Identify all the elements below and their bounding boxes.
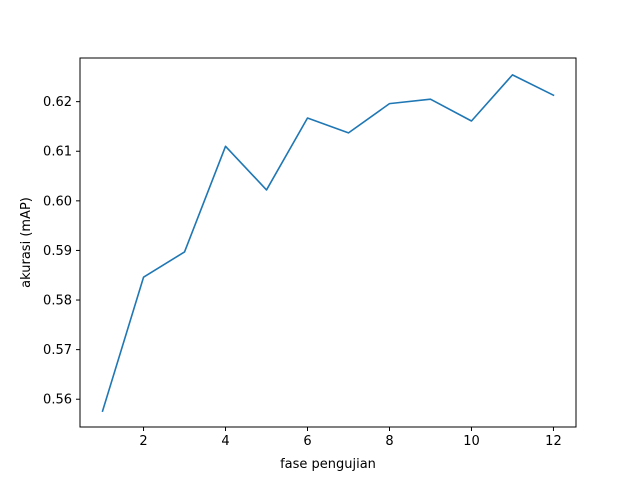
- y-tick-label: 0.58: [43, 294, 72, 309]
- x-tick-label: 10: [463, 434, 480, 449]
- x-tick-label: 4: [221, 434, 229, 449]
- y-axis: 0.56 0.57 0.58 0.59 0.60 0.61 0.62: [43, 95, 80, 408]
- x-tick-label: 8: [385, 434, 393, 449]
- x-tick-label: 12: [545, 434, 562, 449]
- x-axis: 2 4 6 8 10 12: [139, 427, 562, 449]
- y-tick-label: 0.56: [43, 393, 72, 408]
- plot-frame: [79, 57, 577, 428]
- x-tick-label: 6: [303, 434, 311, 449]
- y-tick-label: 0.57: [43, 343, 72, 358]
- x-tick-label: 2: [139, 434, 147, 449]
- y-tick-label: 0.59: [43, 244, 72, 259]
- series-line: [101, 74, 555, 413]
- series-layer: [101, 74, 555, 413]
- x-axis-label: fase pengujian: [280, 457, 376, 472]
- y-tick-label: 0.60: [43, 194, 72, 209]
- y-axis-label: akurasi (mAP): [19, 197, 34, 288]
- y-tick-label: 0.61: [43, 145, 72, 160]
- y-tick-label: 0.62: [43, 95, 72, 110]
